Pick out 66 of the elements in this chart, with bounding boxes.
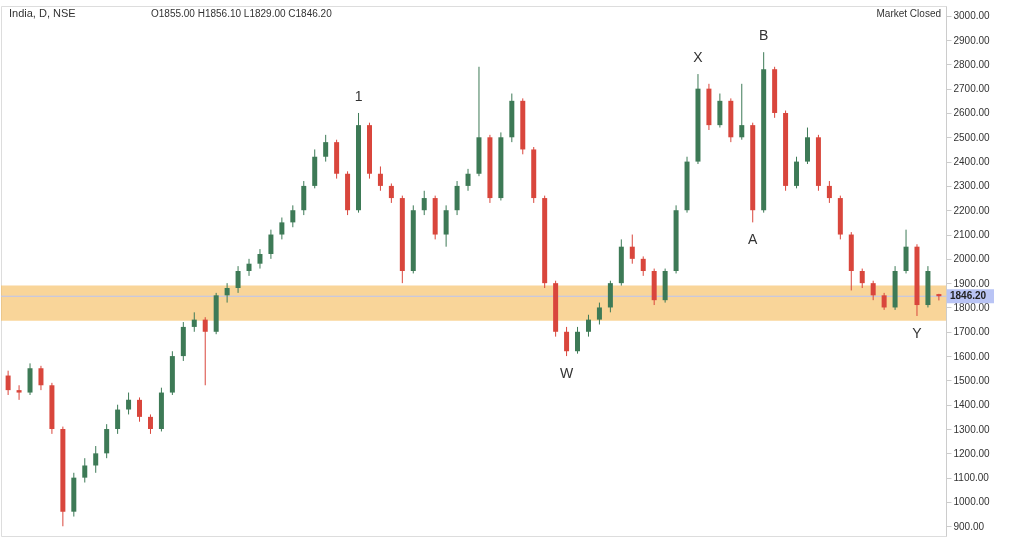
annotation: Market Closed	[876, 8, 941, 19]
annotation: 1	[354, 87, 363, 104]
y-tick-label: 1600.00	[953, 350, 991, 362]
annotation: O1855.00 H1856.10 L1829.00 C1846.20	[151, 8, 333, 19]
y-tick-label: 900.00	[953, 520, 985, 532]
candlestick	[246, 258, 252, 277]
annotation: Y	[912, 324, 923, 341]
candlestick	[137, 396, 143, 423]
candlestick	[290, 204, 296, 228]
candlestick	[268, 229, 274, 260]
candlestick	[870, 280, 876, 301]
candlestick	[202, 316, 208, 386]
y-tick-label: 1200.00	[953, 447, 991, 459]
y-tick-label: 1300.00	[953, 423, 991, 435]
candlestick	[257, 248, 263, 270]
y-tick-label: 2200.00	[953, 204, 991, 216]
chart-title: India, D, NSE	[9, 7, 76, 19]
candlestick	[421, 190, 427, 216]
y-tick-label: 2800.00	[953, 58, 991, 70]
candlestick	[826, 180, 832, 204]
candlestick	[377, 165, 383, 192]
y-tick-label: 3000.00	[953, 10, 991, 22]
candlestick	[147, 413, 153, 435]
candlestick	[93, 445, 99, 474]
candlestick	[596, 302, 602, 325]
candlestick	[279, 217, 285, 240]
annotation: B	[759, 27, 769, 44]
candlestick	[640, 255, 646, 277]
candlestick	[585, 314, 591, 338]
y-tick-label: 1000.00	[953, 496, 991, 508]
y-tick-label: 2500.00	[953, 131, 991, 143]
annotation: A	[748, 231, 759, 248]
candlestick	[936, 293, 942, 301]
candlestick	[38, 365, 44, 391]
y-tick-label: 2100.00	[953, 229, 991, 241]
candlestick	[739, 83, 745, 141]
candlestick	[82, 457, 88, 484]
candlestick	[323, 134, 329, 163]
candlestick	[629, 234, 635, 265]
candlestick	[465, 168, 471, 192]
candlestick	[115, 404, 121, 435]
candlestick	[388, 182, 394, 204]
y-tick-label: 2000.00	[953, 253, 991, 265]
candlestick	[564, 326, 570, 357]
candlestick	[191, 311, 197, 333]
candlestick	[859, 268, 865, 289]
y-tick-label: 2700.00	[953, 83, 991, 95]
y-tick-label: 1900.00	[953, 277, 991, 289]
annotation: W	[559, 365, 574, 382]
y-tick-label: 1400.00	[953, 399, 991, 411]
candlestick	[224, 282, 230, 304]
y-tick-label: 2600.00	[953, 107, 991, 119]
candlestick	[575, 326, 581, 355]
candlestick	[5, 370, 11, 396]
candlestick	[126, 392, 132, 415]
y-tick-label: 1100.00	[953, 472, 990, 484]
y-tick-label: 1700.00	[953, 326, 991, 338]
annotation: X	[693, 49, 704, 66]
y-tick-label: 2400.00	[953, 156, 991, 168]
y-tick-label: 2900.00	[953, 34, 991, 46]
y-tick-label: 1800.00	[953, 301, 991, 313]
y-tick-label: 1500.00	[953, 374, 991, 386]
ref-line-label: 1846.20	[950, 290, 987, 302]
y-tick-label: 2300.00	[953, 180, 991, 192]
candlestick	[16, 384, 22, 401]
candlestick	[235, 265, 241, 294]
